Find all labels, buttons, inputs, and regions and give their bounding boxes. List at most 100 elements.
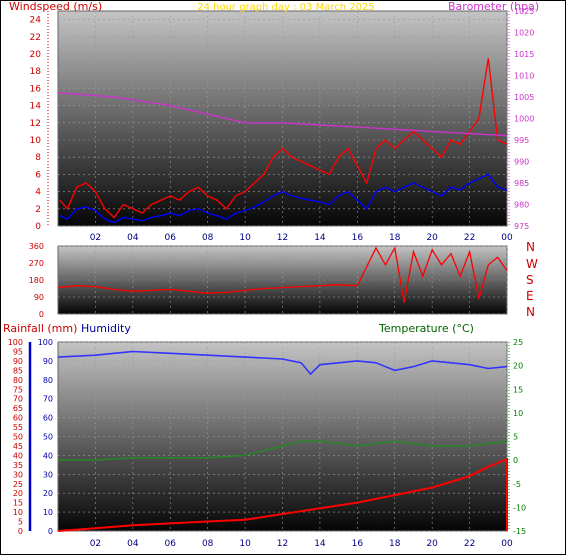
compass-label-s: S <box>526 273 534 287</box>
rainfall-label: Rainfall (mm) <box>3 322 77 335</box>
climate-x-tick-label: 20 <box>426 539 438 549</box>
wind-x-tick-label: 08 <box>202 233 214 243</box>
humidity-tick-label: 90 <box>43 357 53 366</box>
barometer-tick-label: 1005 <box>514 93 534 102</box>
humidity-tick-label: 0 <box>48 527 53 536</box>
climate-x-tick-label: 16 <box>352 539 364 549</box>
climate-x-tick-label: 00 <box>501 539 513 549</box>
wind-x-tick-label: 10 <box>239 233 251 243</box>
direction-y-tick-label: 0 <box>39 310 44 319</box>
rainfall-tick-label: 25 <box>13 480 23 489</box>
wind-y-tick-label: 10 <box>30 136 42 146</box>
barometer-tick-label: 985 <box>514 179 529 188</box>
wind-x-tick-label: 14 <box>314 233 326 243</box>
compass-label-e: E <box>526 289 534 303</box>
wind-x-tick-label: 06 <box>165 233 177 243</box>
wind-y-tick-label: 14 <box>30 102 42 112</box>
climate-x-tick-label: 12 <box>277 539 288 549</box>
rainfall-tick-label: 90 <box>13 357 23 366</box>
humidity-label: Humidity <box>81 322 131 335</box>
temperature-tick-label: -5 <box>513 480 521 489</box>
graph-title: 24 hour graph day : 03 March 2025 <box>197 2 375 13</box>
wind-y-tick-label: 22 <box>30 33 41 43</box>
barometer-tick-label: 975 <box>514 222 529 231</box>
humidity-tick-label: 100 <box>38 338 53 347</box>
barometer-tick-label: 1010 <box>514 72 534 81</box>
barometer-tick-label: 1000 <box>514 115 534 124</box>
wind-x-tick-label: 00 <box>501 233 513 243</box>
windspeed-label: Windspeed (m/s) <box>9 1 102 13</box>
barometer-tick-label: 1015 <box>514 50 534 59</box>
barometer-tick-label: 980 <box>514 201 529 210</box>
rainfall-tick-label: 5 <box>18 518 23 527</box>
rainfall-tick-label: 30 <box>13 470 23 479</box>
climate-x-tick-label: 06 <box>165 539 177 549</box>
wind-y-tick-label: 16 <box>30 84 42 94</box>
climate-x-tick-label: 02 <box>90 539 101 549</box>
wind-y-tick-label: 6 <box>35 170 41 180</box>
rainfall-tick-label: 80 <box>13 376 23 385</box>
humidity-tick-label: 10 <box>43 508 53 517</box>
climate-x-tick-label: 22 <box>464 539 475 549</box>
barometer-tick-label: 1025 <box>514 7 534 16</box>
wind-y-tick-label: 12 <box>30 119 41 129</box>
barometer-tick-label: 1020 <box>514 29 534 38</box>
wind-gust-line <box>59 58 508 219</box>
wind-y-tick-label: 4 <box>35 188 41 198</box>
wind-x-tick-label: 20 <box>426 233 438 243</box>
rainfall-tick-label: 55 <box>13 423 23 432</box>
direction-y-tick-label: 90 <box>34 293 44 302</box>
rainfall-tick-label: 65 <box>13 404 23 413</box>
wind-x-tick-label: 22 <box>464 233 475 243</box>
direction-y-tick-label: 270 <box>29 259 44 268</box>
climate-x-tick-label: 14 <box>314 539 326 549</box>
barometer-tick-label: 995 <box>514 136 529 145</box>
rainfall-tick-label: 15 <box>13 499 23 508</box>
climate-x-tick-label: 10 <box>239 539 251 549</box>
rainfall-line <box>57 457 508 532</box>
rainfall-tick-label: 95 <box>13 347 23 356</box>
barometer-line <box>57 92 508 137</box>
compass-label-n-bottom: N <box>526 305 535 319</box>
temperature-tick-label: 20 <box>513 362 523 371</box>
wind-x-tick-label: 12 <box>277 233 288 243</box>
humidity-tick-label: 50 <box>43 433 53 442</box>
rainfall-tick-label: 85 <box>13 366 23 375</box>
humidity-tick-label: 60 <box>43 414 53 423</box>
wind-x-tick-label: 02 <box>90 233 101 243</box>
barometer-tick-label: 990 <box>514 158 529 167</box>
humidity-tick-label: 70 <box>43 395 53 404</box>
wind-y-tick-label: 0 <box>35 222 41 232</box>
direction-y-tick-label: 360 <box>29 242 44 251</box>
direction-y-tick-label: 180 <box>29 276 44 285</box>
rainfall-tick-label: 75 <box>13 385 23 394</box>
humidity-tick-label: 80 <box>43 376 53 385</box>
temperature-tick-label: 15 <box>513 385 523 394</box>
rainfall-tick-label: 100 <box>8 338 23 347</box>
rainfall-tick-label: 45 <box>13 442 23 451</box>
wind-y-tick-label: 20 <box>30 50 42 60</box>
rainfall-tick-label: 40 <box>13 451 23 460</box>
compass-label-w: W <box>526 257 538 271</box>
rainfall-tick-label: 50 <box>13 433 23 442</box>
climate-x-tick-label: 18 <box>389 539 401 549</box>
temperature-tick-label: 25 <box>513 338 523 347</box>
wind-average-line <box>59 173 508 224</box>
temperature-tick-label: 5 <box>513 433 518 442</box>
temperature-tick-label: -15 <box>513 527 526 536</box>
humidity-line <box>57 350 508 376</box>
humidity-tick-label: 30 <box>43 470 53 479</box>
humidity-tick-label: 40 <box>43 451 53 460</box>
temperature-tick-label: 0 <box>513 456 518 465</box>
wind-panel <box>57 10 508 227</box>
rainfall-tick-label: 0 <box>18 527 23 536</box>
wind-x-tick-label: 04 <box>127 233 139 243</box>
climate-x-tick-label: 04 <box>127 539 139 549</box>
climate-x-tick-label: 08 <box>202 539 214 549</box>
wind-y-tick-label: 8 <box>35 153 41 163</box>
wind-x-tick-label: 16 <box>352 233 364 243</box>
wind-y-tick-label: 18 <box>30 67 42 77</box>
rainfall-tick-label: 20 <box>13 489 23 498</box>
